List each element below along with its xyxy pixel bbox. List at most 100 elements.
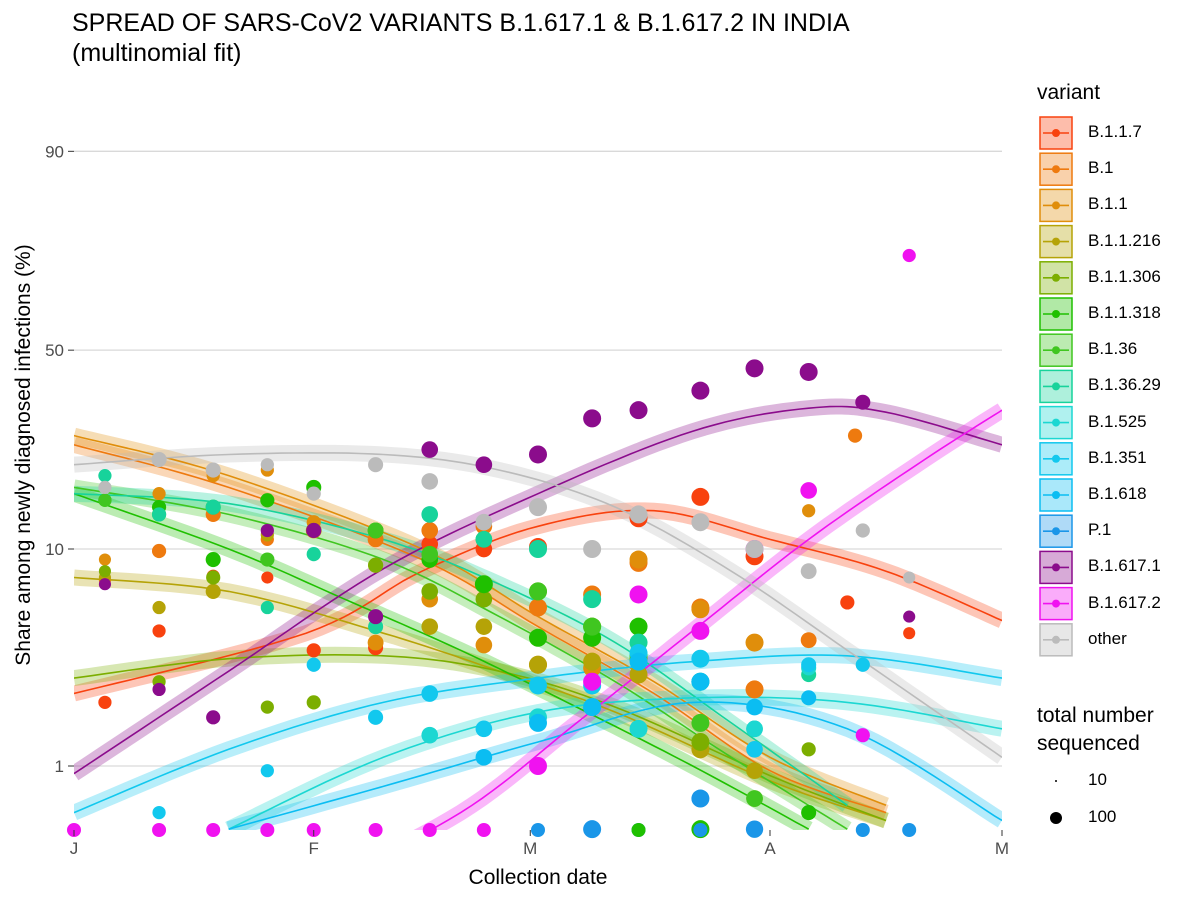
point-other: [421, 473, 439, 490]
point-B.1.1.306: [368, 557, 384, 573]
legend-label-B.1.617.2: B.1.617.2: [1088, 592, 1161, 612]
point-B.1.617.1: [368, 609, 384, 625]
point-B.1.1.318-floor: [631, 823, 646, 837]
point-B.1.1.306: [98, 565, 111, 578]
size-legend-label: 10: [1088, 770, 1107, 789]
legend-key-dot: [1052, 273, 1060, 282]
point-B.1.617.1: [855, 394, 871, 410]
point-B.1.1.306: [691, 732, 710, 751]
point-P.1-floor: [531, 823, 545, 837]
point-B.1.1.7: [840, 595, 855, 610]
y-tick-label: 50: [45, 341, 64, 360]
point-other: [745, 540, 764, 558]
point-B.1.1.306: [306, 695, 321, 710]
point-B.1.36: [260, 552, 275, 567]
point-B.1.1: [98, 553, 111, 566]
point-P.1-floor: [693, 823, 708, 837]
x-tick-label: J: [70, 839, 79, 858]
point-B.1.617.2-floor: [152, 823, 167, 837]
point-P.1-floor: [585, 823, 600, 837]
point-B.1.617.2-floor: [260, 823, 275, 837]
point-other: [903, 571, 916, 584]
point-B.1.617.2-floor: [422, 823, 437, 837]
point-B.1: [745, 680, 764, 699]
point-B.1.617.1: [629, 401, 648, 420]
size-key-100: [1050, 812, 1062, 824]
point-B.1.36.29: [475, 531, 493, 548]
point-other: [691, 513, 710, 532]
fit-line-B.1.36: [74, 486, 848, 830]
point-B.1.351: [152, 805, 166, 820]
point-B.1.1: [475, 636, 493, 654]
chart-title: SPREAD OF SARS-CoV2 VARIANTS B.1.617.1 &…: [72, 8, 850, 68]
size-legend-label: 100: [1088, 807, 1117, 826]
legend-title: variant: [1037, 81, 1101, 104]
point-B.1.617.1: [206, 710, 221, 725]
point-B.1.1.306: [801, 742, 816, 757]
point-B.1.351: [306, 657, 321, 672]
point-B.1.618: [801, 690, 817, 706]
legend-label-B.1.1.306: B.1.1.306: [1088, 266, 1161, 286]
point-B.1.1.318: [474, 575, 493, 594]
point-other: [475, 513, 493, 531]
point-B.1: [800, 632, 817, 649]
chart-subtitle: (multinomial fit): [72, 39, 242, 67]
legend-label-B.1.1.318: B.1.1.318: [1088, 303, 1161, 322]
point-B.1.617.1: [583, 409, 602, 428]
chart-title-text: SPREAD OF SARS-CoV2 VARIANTS B.1.617.1 &…: [72, 9, 850, 37]
point-B.1.617.2: [529, 757, 547, 775]
y-tick-label: 10: [45, 540, 64, 559]
x-tick-label: M: [523, 839, 537, 858]
point-B.1.617.1: [306, 522, 322, 539]
legend-key-dot: [1052, 310, 1060, 318]
point-other: [583, 540, 602, 558]
point-B.1.617.2: [902, 248, 916, 263]
point-other: [855, 523, 870, 538]
point-B.1.36: [583, 617, 602, 636]
point-B.1.617.2-floor: [368, 823, 383, 837]
point-B.1.1.7: [261, 571, 274, 584]
legend-label-P.1: P.1: [1088, 520, 1112, 540]
point-B.1: [421, 522, 439, 539]
point-B.1.36.29: [421, 506, 439, 523]
legend-key-dot: [1052, 599, 1060, 608]
point-B.1.351: [746, 741, 763, 758]
point-B.1.1.7: [306, 643, 321, 658]
point-B.1.1.306: [421, 583, 439, 600]
point-B.1.1.216: [475, 618, 493, 635]
point-B.1.351: [691, 649, 710, 668]
point-B.1.618: [583, 698, 602, 717]
point-B.1.351: [260, 764, 274, 778]
legend-label-other: other: [1088, 628, 1127, 648]
point-B.1.617.1: [98, 578, 111, 591]
point-B.1.1.216: [205, 583, 221, 599]
legend-key-dot: [1052, 563, 1060, 572]
point-B.1.36: [367, 522, 384, 539]
point-other: [205, 462, 221, 478]
point-B.1.617.2-floor: [476, 823, 491, 837]
point-B.1.1.306: [206, 570, 221, 585]
point-B.1.36: [691, 713, 710, 732]
point-B.1.1.216: [421, 618, 439, 635]
point-B.1.36.29: [205, 499, 221, 515]
point-B.1.525: [421, 726, 439, 744]
point-B.1.351: [529, 676, 547, 695]
point-other: [629, 505, 648, 524]
point-B.1.36.29: [583, 590, 602, 609]
point-B.1.1.318: [801, 805, 817, 821]
point-B.1.1.216: [583, 652, 602, 671]
legend-key-dot: [1052, 346, 1060, 355]
point-B.1: [529, 598, 547, 617]
legend-label-B.1.525: B.1.525: [1088, 411, 1147, 431]
point-B.1.1.306: [475, 590, 493, 608]
point-B.1.36: [421, 545, 439, 563]
legend-label-B.1.1.7: B.1.1.7: [1088, 122, 1142, 141]
fit-line-B.1.525: [228, 696, 1002, 830]
fit-line-B.1.1.7: [74, 509, 1002, 695]
point-B.1.1: [745, 633, 764, 652]
point-B.1.1: [152, 487, 166, 501]
size-key-10: [1055, 780, 1057, 782]
legend-key-dot: [1052, 382, 1060, 391]
legend-label-B.1.36.29: B.1.36.29: [1088, 375, 1161, 395]
